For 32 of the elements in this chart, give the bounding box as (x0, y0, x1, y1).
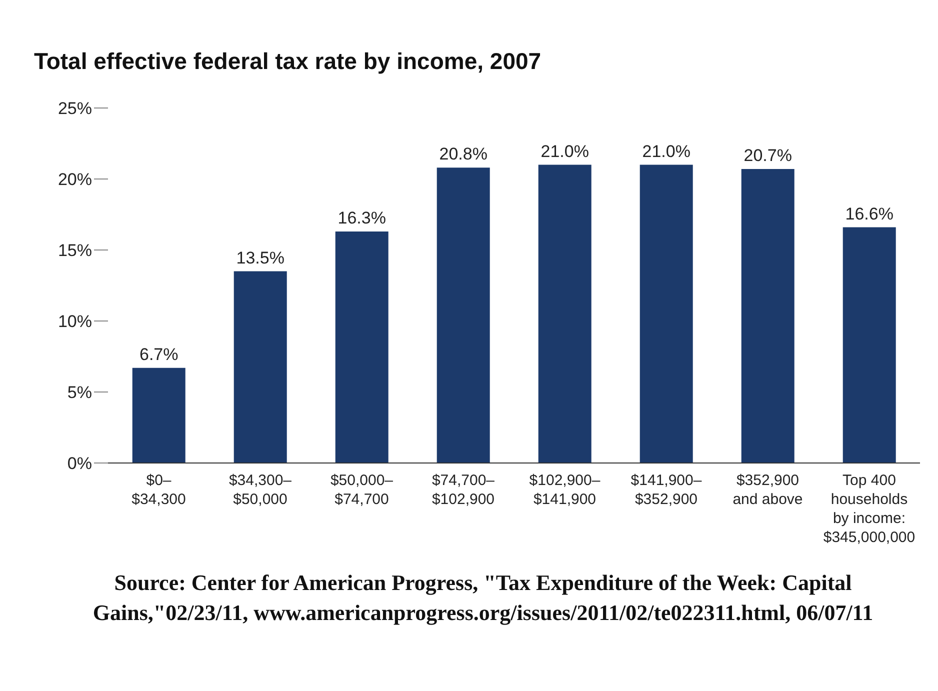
chart-title: Total effective federal tax rate by income, 2007 (34, 48, 542, 75)
bar (234, 271, 287, 463)
bar (842, 227, 896, 463)
x-tick-label: $34,300– $50,000 (228, 472, 292, 508)
bar (335, 232, 388, 463)
bar (538, 164, 592, 463)
data-label: 16.6% (845, 204, 894, 224)
data-label: 21.0% (540, 142, 589, 161)
bar (741, 169, 794, 463)
x-tick-label: Top 400 households by income: $345,000,000 (823, 472, 916, 546)
data-label: 13.5% (236, 248, 284, 268)
bar (132, 368, 186, 463)
x-tick-label: $0– $34,300 (132, 472, 186, 508)
bar (436, 168, 490, 463)
y-tick-label: 5% (67, 383, 92, 402)
x-tick-label: $141,900– $352,900 (630, 472, 702, 508)
bar (640, 164, 693, 463)
y-tick-label: 20% (58, 170, 92, 190)
data-label: 20.8% (439, 144, 488, 164)
x-tick-label: $102,900– $141,900 (529, 472, 601, 508)
data-label: 16.3% (338, 208, 386, 228)
x-tick-label: $74,700– $102,900 (432, 472, 496, 508)
data-label: 20.7% (744, 146, 792, 166)
y-tick-label: 10% (58, 312, 92, 332)
data-label: 6.7% (139, 344, 178, 364)
x-tick-label: $50,000– $74,700 (330, 472, 394, 508)
data-label: 21.0% (642, 142, 690, 161)
x-tick-label: $352,900 and above (732, 472, 803, 508)
y-tick-label: 0% (67, 454, 92, 474)
y-tick-label: 25% (58, 99, 92, 118)
source-note: Source: Center for American Progress, "Tax Expenditure of the Week: Capital Gains,"02/23/11, www.americanprogress.org/issues/2011/02/te022311.html, 06/07/11 (92, 569, 874, 627)
y-tick-label: 15% (58, 241, 92, 260)
